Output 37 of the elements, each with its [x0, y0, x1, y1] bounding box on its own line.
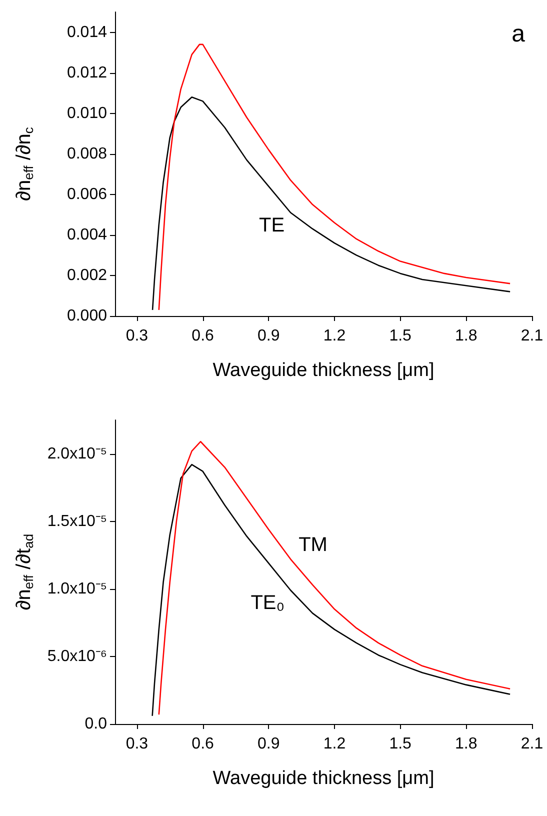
x-tick-label: 1.8	[455, 328, 478, 344]
series-label: TE₀	[250, 592, 285, 614]
y-axis-title: ∂neff /∂tad	[13, 534, 36, 610]
y-tick-label: 0.000	[66, 308, 108, 324]
annotation: a	[512, 20, 526, 48]
y-tick-label: 0.002	[66, 266, 108, 284]
x-tick-label: 1.2	[323, 736, 346, 752]
y-tick-label: 5.0x10⁻⁶	[47, 648, 107, 665]
x-tick-label: 0.3	[126, 736, 148, 752]
x-tick-label: 1.5	[389, 736, 412, 752]
x-tick-label: 0.3	[126, 328, 148, 344]
line-series	[152, 96, 511, 311]
y-tick-label: 1.5x10⁻⁵	[47, 512, 107, 530]
x-axis-title: Waveguide thickness [μm]	[212, 360, 434, 381]
x-tick-label: 2.1	[520, 736, 544, 752]
series-label: TM	[298, 534, 328, 556]
y-tick-label: 0.0	[84, 716, 108, 732]
x-tick-label: 1.8	[455, 736, 478, 752]
y-tick-label: 0.014	[66, 24, 108, 41]
series-label: TE	[259, 214, 285, 237]
x-tick-label: 0.9	[258, 328, 280, 344]
y-tick-label: 2.0x10⁻⁵	[47, 445, 107, 462]
y-tick-label: 1.0x10⁻⁵	[47, 580, 107, 598]
line-series	[158, 44, 511, 311]
x-tick-label: 0.6	[192, 736, 214, 752]
y-tick-label: 0.008	[66, 145, 108, 162]
y-tick-label: 0.012	[66, 64, 108, 82]
y-axis-title: ∂neff /∂nc	[13, 126, 36, 201]
x-tick-label: 0.9	[258, 736, 280, 752]
x-tick-label: 1.2	[323, 328, 346, 344]
y-tick-label: 0.010	[66, 104, 108, 122]
x-axis-title: Waveguide thickness [μm]	[212, 768, 434, 789]
x-tick-label: 0.6	[192, 328, 214, 344]
y-tick-label: 0.006	[66, 186, 108, 203]
y-tick-label: 0.004	[66, 226, 108, 244]
x-tick-label: 2.1	[520, 328, 544, 344]
x-tick-label: 1.5	[389, 328, 412, 344]
